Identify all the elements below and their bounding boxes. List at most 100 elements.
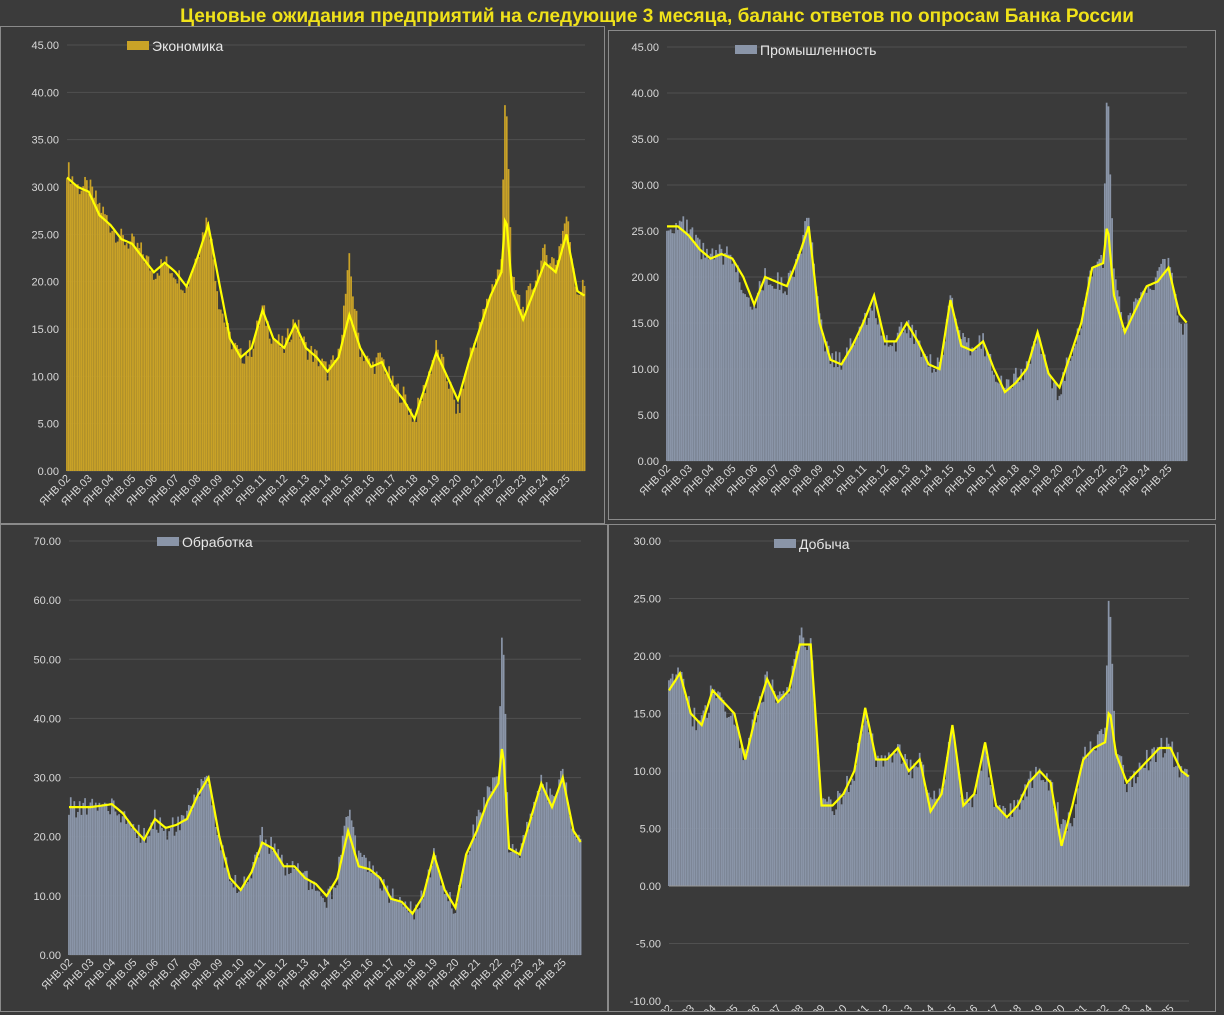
- y-tick-label: 5.00: [638, 410, 659, 422]
- bar: [909, 759, 912, 886]
- bar: [549, 263, 552, 471]
- bar: [986, 755, 988, 886]
- bar: [465, 854, 467, 955]
- y-tick-label: 5.00: [38, 419, 59, 431]
- bar: [185, 284, 188, 471]
- chart-industry: 0.00 5.00 10.00 15.00 20.00 25.00 30.00 35.00 40…: [631, 42, 1188, 498]
- bar: [1185, 769, 1188, 886]
- bar: [1138, 762, 1141, 886]
- bar: [1011, 388, 1014, 461]
- bar: [751, 309, 754, 461]
- bar: [170, 827, 172, 955]
- bar: [125, 823, 128, 955]
- bar: [218, 309, 220, 471]
- y-tick-label: 30.00: [31, 182, 59, 194]
- bar: [780, 694, 783, 886]
- bar: [415, 422, 418, 471]
- bar: [847, 351, 850, 461]
- bar: [1085, 757, 1088, 886]
- bar: [818, 783, 821, 886]
- bar: [933, 790, 936, 886]
- bar: [1013, 373, 1015, 461]
- bar: [775, 702, 778, 886]
- bar: [323, 361, 325, 471]
- panel-manufacturing: 0.00 10.00 20.00 30.00 40.00 50.00 60.00 70.00 Я…: [0, 524, 608, 1012]
- bar: [1069, 360, 1072, 461]
- bar: [124, 245, 126, 471]
- bar: [374, 873, 376, 955]
- bar: [762, 290, 765, 461]
- bar: [1062, 372, 1064, 461]
- bar: [580, 291, 582, 471]
- bar: [275, 854, 278, 955]
- bar: [945, 319, 948, 461]
- bar: [123, 811, 126, 955]
- bar: [96, 810, 99, 955]
- bar: [942, 787, 945, 886]
- bar: [198, 256, 200, 471]
- bar: [560, 770, 562, 955]
- bar: [1004, 807, 1006, 886]
- bar: [257, 857, 260, 955]
- bar: [744, 749, 747, 886]
- bar: [381, 890, 383, 955]
- bar: [851, 343, 854, 461]
- bar: [835, 351, 837, 461]
- bar: [96, 204, 99, 471]
- bar: [678, 675, 681, 886]
- bar: [702, 710, 705, 886]
- bar: [1002, 805, 1005, 886]
- bar: [232, 887, 235, 955]
- bar: [1147, 286, 1150, 461]
- bar: [545, 255, 548, 471]
- bar: [780, 277, 783, 461]
- bar: [270, 343, 273, 471]
- bar: [898, 326, 901, 461]
- bar: [695, 730, 698, 886]
- bar: [354, 835, 357, 955]
- bar: [687, 233, 690, 461]
- bar: [1031, 787, 1034, 886]
- bar: [1020, 794, 1023, 886]
- bar: [747, 297, 750, 461]
- bar: [1104, 727, 1106, 886]
- bar: [155, 829, 158, 955]
- bar: [330, 359, 333, 471]
- bar: [391, 888, 394, 955]
- bar: [885, 335, 888, 461]
- bar: [1163, 258, 1166, 461]
- bar: [813, 263, 815, 461]
- bar: [811, 660, 814, 886]
- bar: [1123, 327, 1126, 461]
- bar: [1006, 816, 1008, 886]
- bar: [876, 324, 879, 461]
- bar: [1035, 766, 1037, 886]
- bar: [1178, 322, 1181, 461]
- legend-label: Промышленность: [760, 42, 876, 58]
- bar: [787, 272, 790, 461]
- bar: [417, 397, 419, 471]
- bar: [332, 887, 335, 955]
- bar: [840, 369, 843, 461]
- bar: [1138, 297, 1141, 461]
- bar: [882, 335, 885, 461]
- bar: [384, 889, 387, 955]
- bar: [1016, 799, 1019, 886]
- bar: [282, 865, 285, 955]
- bar: [740, 289, 743, 461]
- bar: [522, 834, 525, 955]
- bar: [91, 798, 94, 955]
- bar: [1135, 783, 1137, 886]
- bar: [1183, 323, 1186, 461]
- bar: [773, 691, 776, 886]
- bar: [461, 875, 464, 955]
- bar: [107, 223, 110, 471]
- bar: [900, 322, 903, 461]
- bar: [477, 809, 480, 955]
- bar: [987, 354, 990, 461]
- legend-label: Экономика: [152, 38, 224, 54]
- bar: [1049, 779, 1052, 886]
- bar: [460, 387, 463, 471]
- bar: [409, 408, 412, 471]
- bar: [697, 721, 699, 886]
